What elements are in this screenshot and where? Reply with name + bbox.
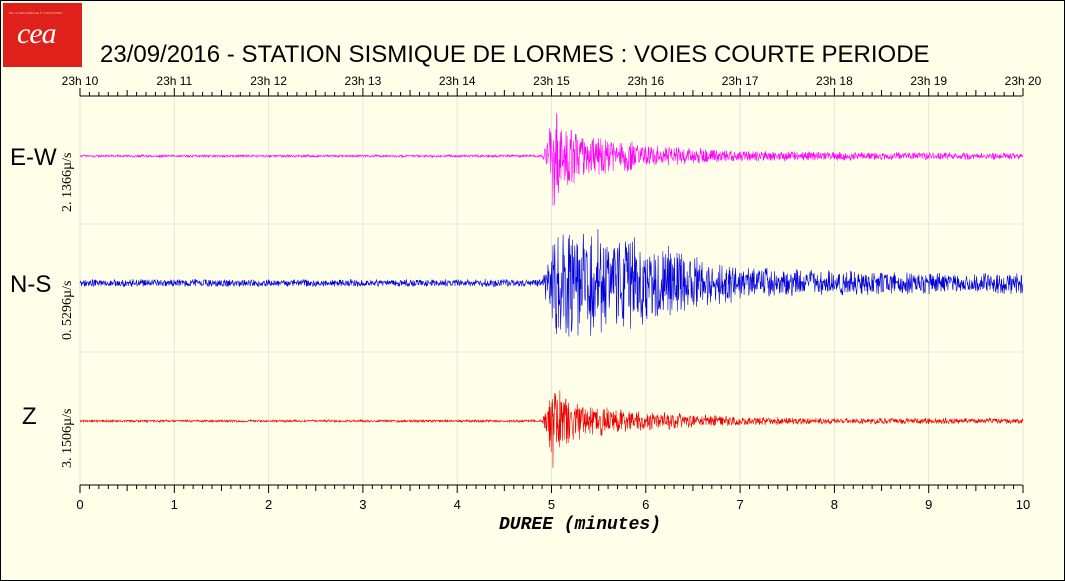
scale-label-z: 3. 1506µ/s xyxy=(60,408,75,468)
channel-label-ew: E-W xyxy=(10,144,57,171)
x-tick-label: 6 xyxy=(642,497,649,512)
logo-mark: cea xyxy=(17,17,57,50)
top-tick-label: 23h 19 xyxy=(910,74,947,88)
top-tick-label: 23h 13 xyxy=(345,74,382,88)
top-tick-label: 23h 15 xyxy=(533,74,570,88)
top-tick-label: 23h 16 xyxy=(627,74,664,88)
channel-label-z: Z xyxy=(22,403,37,430)
x-tick-label: 5 xyxy=(548,497,555,512)
top-tick-label: 23h 11 xyxy=(156,74,192,88)
top-tick-label: 23h 10 xyxy=(62,74,99,88)
top-tick-label: 23h 14 xyxy=(439,74,476,88)
top-tick-label: 23h 12 xyxy=(250,74,287,88)
top-tick-label: 23h 17 xyxy=(722,74,759,88)
channel-label-ns: N-S xyxy=(10,271,52,298)
trace-ns xyxy=(79,228,1024,337)
x-tick-label: 3 xyxy=(359,497,366,512)
x-tick-label: 0 xyxy=(76,497,83,512)
scale-label-ew: 2. 1366µ/s xyxy=(60,152,75,212)
trace-ew xyxy=(79,113,1024,206)
top-tick-label: 23h 18 xyxy=(816,74,853,88)
top-tick-label: 23h 20 xyxy=(1005,74,1042,88)
logo-tagline: DE LA RECHERCHE À L'INDUSTRIE xyxy=(9,11,63,15)
x-tick-label: 4 xyxy=(454,497,461,512)
trace-z xyxy=(79,390,1024,468)
x-tick-label: 7 xyxy=(736,497,743,512)
x-axis-label: DUREE (minutes) xyxy=(498,515,662,535)
x-tick-label: 10 xyxy=(1016,497,1030,512)
x-tick-label: 2 xyxy=(265,497,272,512)
cea-logo: DE LA RECHERCHE À L'INDUSTRIE cea xyxy=(3,3,82,67)
scale-label-ns: 0. 5296µ/s xyxy=(60,280,75,340)
x-tick-label: 1 xyxy=(171,497,178,512)
x-tick-label: 8 xyxy=(831,497,838,512)
chart-title: 23/09/2016 - STATION SISMIQUE DE LORMES … xyxy=(100,41,930,68)
x-tick-label: 9 xyxy=(925,497,932,512)
